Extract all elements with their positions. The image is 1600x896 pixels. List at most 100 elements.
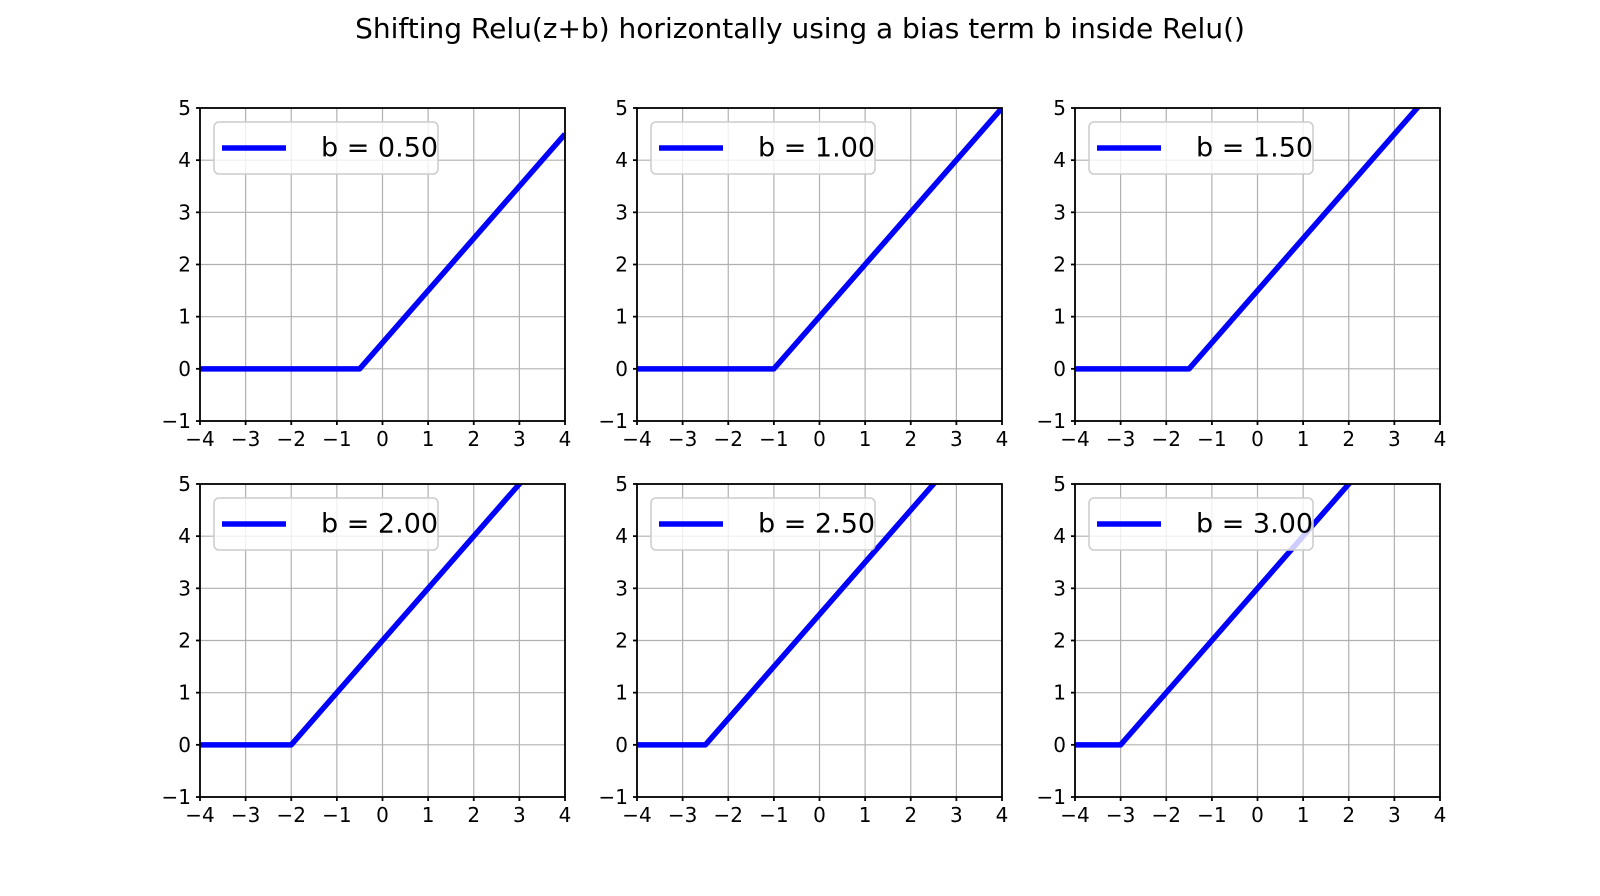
legend-label: b = 0.50: [321, 133, 438, 164]
x-tick-label: −1: [322, 427, 351, 451]
x-tick-label: −3: [231, 427, 260, 451]
x-tick-label: 4: [996, 427, 1009, 451]
relu-line: [200, 484, 524, 748]
subplot-1: −4 −3 −2 −1 0 1 2 3 4 −1 0 1 2 3 4 5 b = 0.50: [162, 98, 572, 451]
y-tick-label: 4: [615, 524, 628, 548]
y-tick-label: 1: [1053, 681, 1066, 705]
x-tick-label: 2: [1342, 427, 1355, 451]
x-tick-label: 2: [904, 427, 917, 451]
figure-title: Shifting Relu(z+b) horizontally using a …: [355, 12, 1245, 45]
legend-box: [650, 121, 876, 175]
x-tick-label: 0: [376, 427, 389, 451]
y-tick-label: 3: [1053, 200, 1066, 224]
x-tick-label: 1: [422, 803, 435, 827]
y-tick-label: 1: [615, 681, 628, 705]
legend-label: b = 2.50: [758, 509, 875, 540]
x-tick-label: −4: [622, 803, 651, 827]
x-tick-label: 0: [1251, 803, 1264, 827]
relu-line: [1075, 108, 1421, 372]
y-tick-label: 0: [615, 357, 628, 381]
y-tick-label: 0: [1053, 733, 1066, 757]
y-tick-label: 2: [1053, 629, 1066, 653]
x-tick-label: 4: [559, 803, 572, 827]
y-tick-label: 3: [178, 200, 191, 224]
legend-label: b = 1.50: [1196, 133, 1313, 164]
x-tick-label: 3: [513, 803, 526, 827]
x-tick-label: −2: [277, 427, 306, 451]
y-tick-label: 1: [178, 681, 191, 705]
y-tick-label: 1: [1053, 305, 1066, 329]
x-tick-label: −2: [1152, 803, 1181, 827]
x-tick-label: 0: [813, 803, 826, 827]
x-tick-label: 2: [467, 427, 480, 451]
y-tick-label: 5: [615, 98, 628, 120]
x-tick-label: 0: [1251, 427, 1264, 451]
x-tick-label: −3: [668, 427, 697, 451]
x-tick-label: −1: [1197, 803, 1226, 827]
x-tick-label: 2: [467, 803, 480, 827]
x-tick-label: −3: [1106, 427, 1135, 451]
x-tick-label: 1: [422, 427, 435, 451]
y-tick-label: 2: [1053, 253, 1066, 277]
relu-line: [1075, 484, 1353, 748]
x-tick-label: −3: [668, 803, 697, 827]
legend-box: [650, 497, 876, 551]
y-tick-label: −1: [1037, 785, 1066, 809]
x-tick-label: −2: [277, 803, 306, 827]
x-tick-label: 4: [559, 427, 572, 451]
y-tick-label: 3: [615, 200, 628, 224]
y-tick-label: 5: [1053, 474, 1066, 496]
y-tick-label: 0: [178, 357, 191, 381]
legend: b = 1.00: [650, 121, 876, 175]
legend: b = 3.00: [1088, 497, 1314, 551]
x-tick-label: 4: [996, 803, 1009, 827]
y-tick-label: 4: [1053, 524, 1066, 548]
relu-line: [637, 484, 938, 748]
legend: b = 1.50: [1088, 121, 1314, 175]
y-tick-label: 5: [615, 474, 628, 496]
x-tick-label: −4: [185, 803, 214, 827]
legend-box: [1088, 121, 1314, 175]
x-tick-label: 1: [1297, 427, 1310, 451]
y-tick-label: 4: [1053, 148, 1066, 172]
y-tick-label: 5: [178, 98, 191, 120]
relu-line: [200, 132, 565, 372]
x-tick-label: 3: [950, 803, 963, 827]
y-tick-label: 0: [1053, 357, 1066, 381]
subplot-2: −4 −3 −2 −1 0 1 2 3 4 −1 0 1 2 3 4 5 b = 1.00: [599, 98, 1009, 451]
x-tick-label: 2: [1342, 803, 1355, 827]
x-tick-label: 4: [1434, 427, 1447, 451]
legend-box: [213, 121, 439, 175]
x-tick-label: −2: [714, 427, 743, 451]
y-tick-label: 4: [615, 148, 628, 172]
y-tick-label: −1: [162, 409, 191, 433]
y-tick-label: 1: [178, 305, 191, 329]
subplot-3: −4 −3 −2 −1 0 1 2 3 4 −1 0 1 2 3 4 5 b = 1.50: [1037, 98, 1447, 451]
x-tick-label: 1: [859, 803, 872, 827]
legend: b = 2.50: [650, 497, 876, 551]
y-tick-label: 5: [1053, 98, 1066, 120]
x-tick-label: −3: [231, 803, 260, 827]
x-tick-label: −1: [322, 803, 351, 827]
y-tick-label: −1: [162, 785, 191, 809]
y-tick-label: 3: [1053, 576, 1066, 600]
y-tick-label: −1: [599, 785, 628, 809]
y-tick-label: 2: [615, 253, 628, 277]
x-tick-label: 1: [1297, 803, 1310, 827]
x-tick-label: 3: [1388, 427, 1401, 451]
x-tick-label: −1: [1197, 427, 1226, 451]
x-tick-label: 0: [376, 803, 389, 827]
legend-label: b = 1.00: [758, 133, 875, 164]
subplot-5: −4 −3 −2 −1 0 1 2 3 4 −1 0 1 2 3 4 5 b = 2.50: [599, 474, 1009, 827]
subplot-6: −4 −3 −2 −1 0 1 2 3 4 −1 0 1 2 3 4 5 b = 3.00: [1037, 474, 1447, 827]
x-tick-label: −2: [714, 803, 743, 827]
legend-box: [213, 497, 439, 551]
y-tick-label: −1: [1037, 409, 1066, 433]
y-tick-label: 1: [615, 305, 628, 329]
y-tick-label: 3: [178, 576, 191, 600]
legend-label: b = 3.00: [1196, 509, 1313, 540]
y-tick-label: 3: [615, 576, 628, 600]
y-tick-label: 0: [178, 733, 191, 757]
x-tick-label: 4: [1434, 803, 1447, 827]
x-tick-label: −4: [622, 427, 651, 451]
